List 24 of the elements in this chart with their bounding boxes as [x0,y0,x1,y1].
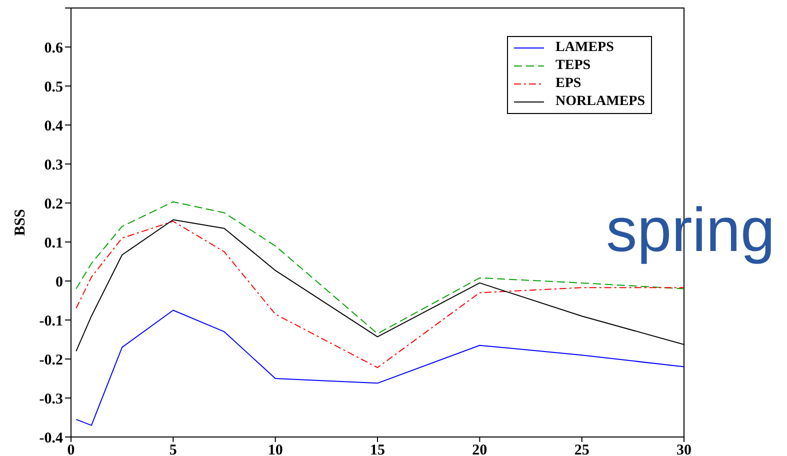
y-tick-label: 0.3 [44,157,63,174]
x-tick-label: 25 [574,442,590,456]
y-tick-label: -0.4 [39,430,64,446]
x-tick-label: 5 [169,442,177,456]
y-tick-label: 0.2 [44,196,63,212]
y-tick-label: 0.1 [44,235,63,252]
y-tick-label: 0.4 [44,118,64,134]
line-series [76,310,684,426]
legend-label: EPS [556,76,582,92]
y-tick-label: 0.5 [44,79,63,96]
x-tick-label: 30 [676,442,692,456]
y-tick-label: 0.6 [44,40,64,56]
x-tick-label: 15 [370,442,385,456]
y-axis-title: BSS [12,209,28,236]
legend-label: TEPS [556,58,591,74]
x-tick-label: 20 [472,442,488,456]
x-tick-label: 0 [67,442,75,456]
y-tick-label: -0.3 [39,391,63,408]
y-tick-label: -0.1 [39,313,63,330]
y-tick-label: -0.2 [39,352,63,368]
y-tick-label: 0 [56,274,63,290]
legend-label: NORLAMEPS [556,94,645,110]
legend-label: LAMEPS [556,40,614,56]
x-tick-label: 10 [268,442,283,456]
